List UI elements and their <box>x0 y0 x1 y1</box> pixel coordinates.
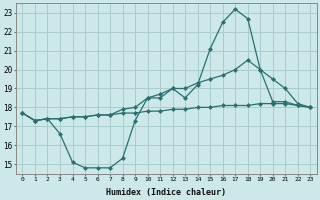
X-axis label: Humidex (Indice chaleur): Humidex (Indice chaleur) <box>106 188 226 197</box>
